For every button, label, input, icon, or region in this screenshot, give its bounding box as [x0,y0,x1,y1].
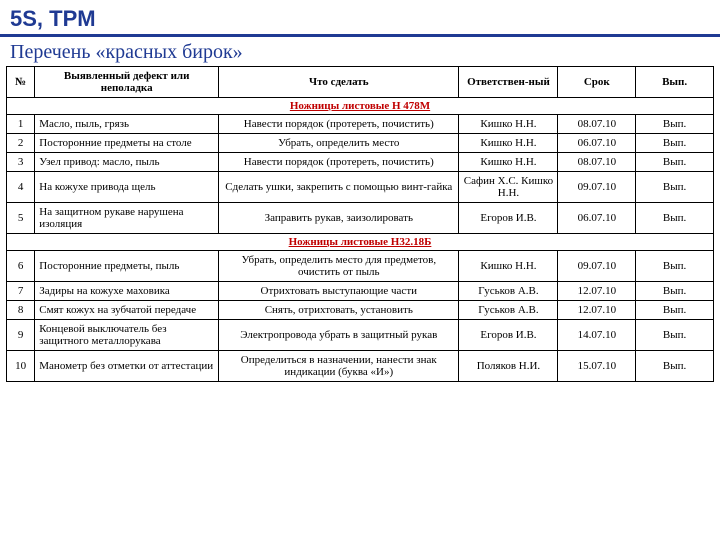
col-defect-header: Выявленный дефект или неполадка [35,67,219,98]
cell: Егоров И.В. [459,203,558,234]
col-resp-header: Ответствен-ный [459,67,558,98]
section-title-1: Ножницы листовые Н 478М [7,98,714,115]
table-row: 5На защитном рукаве нарушена изоляцияЗап… [7,203,714,234]
cell: Егоров И.В. [459,320,558,351]
cell: Убрать, определить место [219,134,459,153]
col-status-header: Вып. [636,67,714,98]
cell: 10 [7,351,35,382]
cell: Концевой выключатель без защитного метал… [35,320,219,351]
cell: Вып. [636,251,714,282]
table-body: Ножницы листовые Н 478М 1Масло, пыль, гр… [7,98,714,382]
table-row: 9Концевой выключатель без защитного мета… [7,320,714,351]
cell: Вып. [636,134,714,153]
cell: Сафин Х.С. Кишко Н.Н. [459,172,558,203]
cell: 12.07.10 [558,301,636,320]
cell: 9 [7,320,35,351]
cell: Поляков Н.И. [459,351,558,382]
cell: Кишко Н.Н. [459,251,558,282]
cell: Манометр без отметки от аттестации [35,351,219,382]
defect-table: № Выявленный дефект или неполадка Что сд… [6,66,714,382]
cell: 4 [7,172,35,203]
cell: 09.07.10 [558,251,636,282]
cell: 1 [7,115,35,134]
cell: 6 [7,251,35,282]
cell: 14.07.10 [558,320,636,351]
cell: Гуськов А.В. [459,301,558,320]
section-row-2: Ножницы листовые Н32.18Б [7,234,714,251]
cell: 08.07.10 [558,115,636,134]
cell: Посторонние предметы, пыль [35,251,219,282]
table-header-row: № Выявленный дефект или неполадка Что сд… [7,67,714,98]
table-row: 2Посторонние предметы на столеУбрать, оп… [7,134,714,153]
table-row: 3Узел привод: масло, пыльНавести порядок… [7,153,714,172]
cell: Гуськов А.В. [459,282,558,301]
col-action-header: Что сделать [219,67,459,98]
section-title-2: Ножницы листовые Н32.18Б [7,234,714,251]
cell: Снять, отрихтовать, установить [219,301,459,320]
header-title: 5S, TPM [10,6,710,32]
table-row: 1Масло, пыль, грязьНавести порядок (прот… [7,115,714,134]
cell: 7 [7,282,35,301]
cell: 06.07.10 [558,134,636,153]
cell: 12.07.10 [558,282,636,301]
cell: 2 [7,134,35,153]
page-header: 5S, TPM [0,0,720,37]
cell: Узел привод: масло, пыль [35,153,219,172]
cell: Кишко Н.Н. [459,153,558,172]
cell: 15.07.10 [558,351,636,382]
cell: Посторонние предметы на столе [35,134,219,153]
cell: Вып. [636,203,714,234]
table-row: 8Смят кожух на зубчатой передачеСнять, о… [7,301,714,320]
cell: На кожухе привода щель [35,172,219,203]
table-container: № Выявленный дефект или неполадка Что сд… [0,66,720,382]
cell: Вып. [636,115,714,134]
cell: Вып. [636,320,714,351]
cell: Навести порядок (протереть, почистить) [219,115,459,134]
cell: Вып. [636,153,714,172]
cell: Кишко Н.Н. [459,134,558,153]
cell: Определиться в назначении, нанести знак … [219,351,459,382]
section-row-1: Ножницы листовые Н 478М [7,98,714,115]
cell: 8 [7,301,35,320]
col-num-header: № [7,67,35,98]
cell: На защитном рукаве нарушена изоляция [35,203,219,234]
table-row: 7Задиры на кожухе маховикаОтрихтовать вы… [7,282,714,301]
table-row: 10Манометр без отметки от аттестацииОпре… [7,351,714,382]
page-subtitle: Перечень «красных бирок» [0,37,720,66]
cell: 09.07.10 [558,172,636,203]
table-row: 6Посторонние предметы, пыльУбрать, опред… [7,251,714,282]
cell: Смят кожух на зубчатой передаче [35,301,219,320]
cell: Электропровода убрать в защитный рукав [219,320,459,351]
col-date-header: Срок [558,67,636,98]
cell: Кишко Н.Н. [459,115,558,134]
cell: Навести порядок (протереть, почистить) [219,153,459,172]
cell: Убрать, определить место для предметов, … [219,251,459,282]
cell: 5 [7,203,35,234]
cell: 06.07.10 [558,203,636,234]
cell: 08.07.10 [558,153,636,172]
cell: Вып. [636,282,714,301]
table-row: 4На кожухе привода щельСделать ушки, зак… [7,172,714,203]
cell: Вып. [636,351,714,382]
cell: Вып. [636,301,714,320]
cell: Заправить рукав, заизолировать [219,203,459,234]
cell: Вып. [636,172,714,203]
cell: 3 [7,153,35,172]
cell: Задиры на кожухе маховика [35,282,219,301]
cell: Отрихтовать выступающие части [219,282,459,301]
cell: Сделать ушки, закрепить с помощью винт-г… [219,172,459,203]
cell: Масло, пыль, грязь [35,115,219,134]
